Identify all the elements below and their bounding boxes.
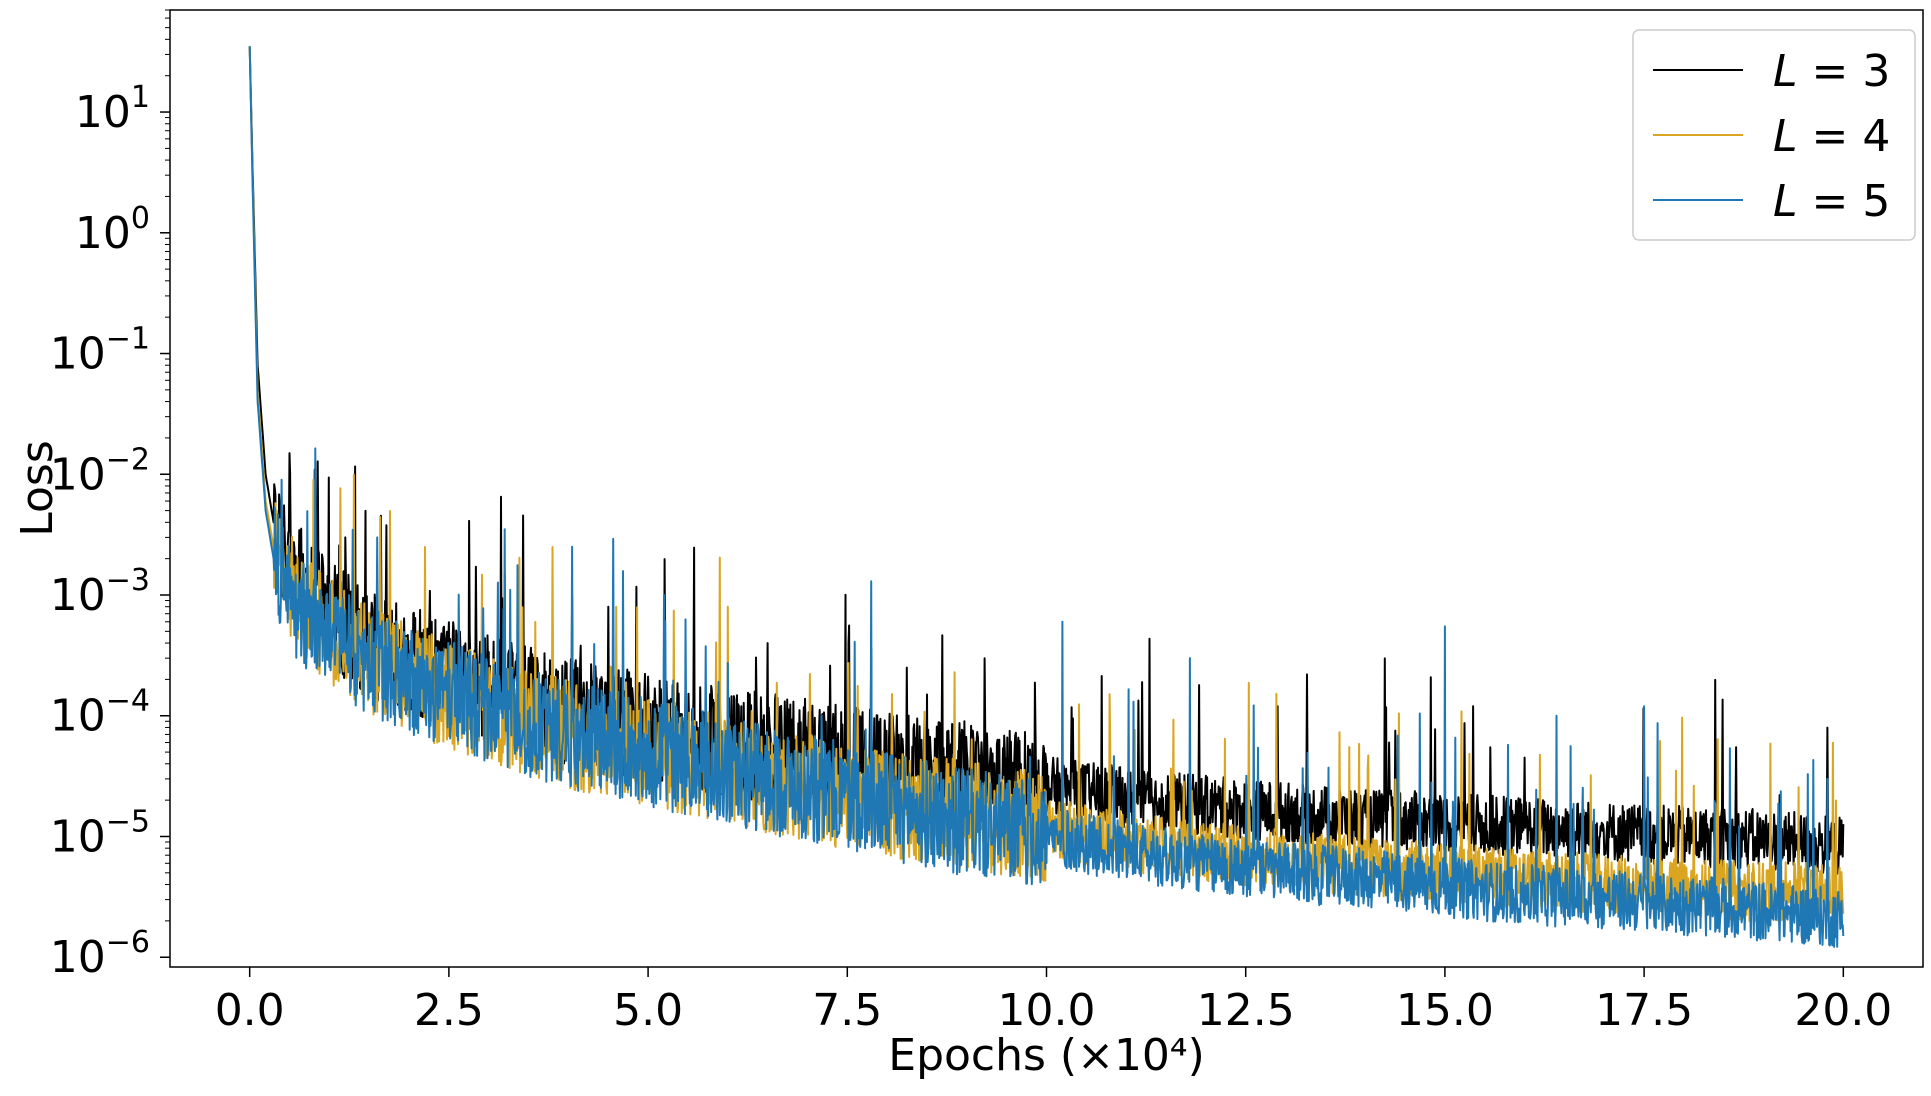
y-tick-label: 10−5 [50, 804, 150, 862]
y-tick-label: 10−6 [50, 925, 150, 983]
x-tick-label: 7.5 [812, 985, 882, 1036]
legend-box [1632, 29, 1916, 241]
y-tick-label: 10−1 [50, 322, 150, 380]
x-tick-label: 15.0 [1396, 985, 1494, 1036]
legend-label: L = 3 [1773, 46, 1890, 97]
x-tick-label: 2.5 [414, 985, 484, 1036]
y-tick-label: 101 [75, 80, 150, 138]
y-axis-label: Loss [12, 440, 63, 537]
x-tick-label: 5.0 [613, 985, 683, 1036]
x-tick-label: 17.5 [1595, 985, 1693, 1036]
x-tick-label: 12.5 [1197, 985, 1295, 1036]
legend-label: L = 4 [1773, 111, 1890, 162]
series-layer [248, 46, 1845, 948]
x-axis-label: Epochs (×10⁴) [888, 1030, 1204, 1081]
y-tick-label: 10−3 [50, 563, 150, 621]
legend-label: L = 5 [1773, 176, 1890, 227]
x-tick-label: 20.0 [1794, 985, 1892, 1036]
legend: L = 3 L = 4 L = 5 [1632, 29, 1916, 241]
x-axis: 0.0 2.5 5.0 7.5 10.0 12.5 15.0 17.5 20.0 [215, 967, 1892, 1036]
y-tick-label: 10−2 [50, 442, 150, 500]
x-tick-label: 0.0 [215, 985, 285, 1036]
y-axis: 10−6 10−5 10−4 10−3 10−2 10−1 100 101 [50, 9, 170, 983]
series-line-L3 [248, 46, 1845, 875]
y-tick-label: 100 [75, 201, 150, 259]
x-tick-label: 10.0 [998, 985, 1096, 1036]
series-line-L5 [248, 46, 1845, 948]
y-tick-label: 10−4 [50, 684, 150, 742]
